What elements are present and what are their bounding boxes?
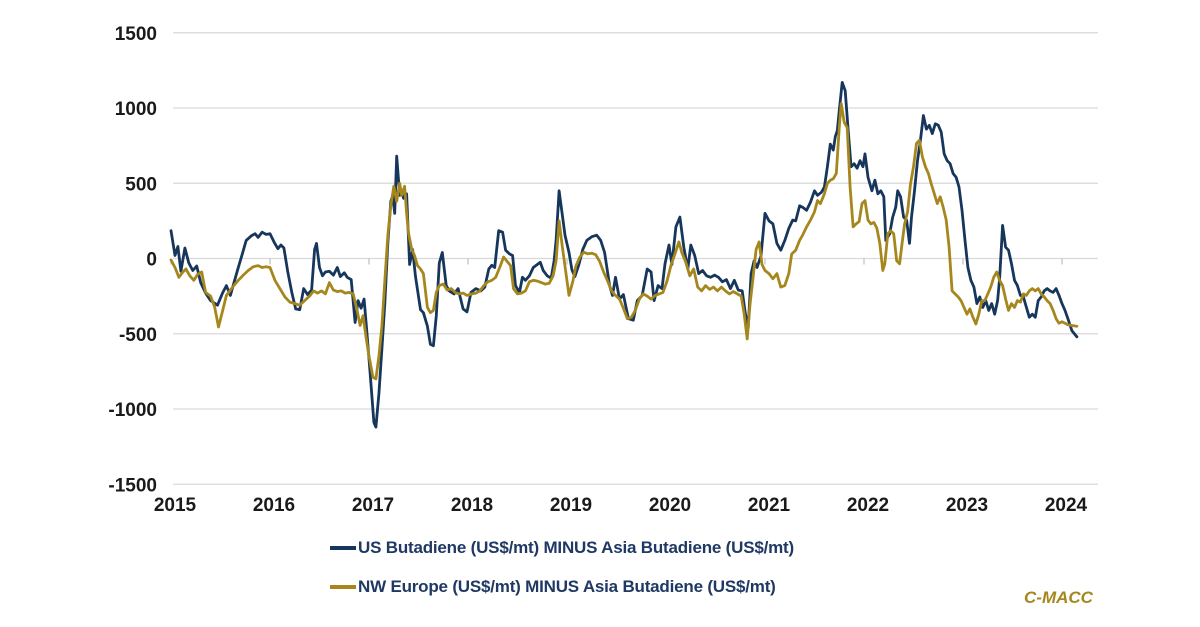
legend-item-us: US Butadiene (US$/mt) MINUS Asia Butadie… (330, 536, 794, 560)
cmacc-logo: C-MACC (1024, 588, 1093, 607)
x-tick-label: 2021 (748, 495, 791, 516)
x-tick-label: 2018 (451, 495, 493, 516)
data-series (169, 81, 1079, 429)
y-tick-label: 1500 (115, 24, 157, 45)
series-line-0 (169, 81, 1079, 429)
y-tick-label: -1500 (108, 475, 157, 496)
x-tick-label: 2022 (847, 495, 889, 516)
axis-ticks (170, 258, 1063, 265)
y-tick-label: 500 (125, 174, 157, 195)
x-tick-label: 2024 (1045, 495, 1088, 516)
x-axis-labels: 2015 2016 2017 2018 2019 2020 2021 2022 2023 2024 (154, 495, 1088, 516)
y-tick-label: -500 (119, 325, 157, 346)
series-line-1 (169, 102, 1079, 381)
legend-line-swatch-gold (330, 585, 356, 589)
legend-label-nweurope: NW Europe (US$/mt) MINUS Asia Butadiene … (358, 577, 776, 596)
legend-line-swatch-navy (330, 546, 356, 550)
legend-item-nweurope: NW Europe (US$/mt) MINUS Asia Butadiene … (330, 575, 794, 599)
y-axis-labels: -1500 -1000 -500 0 500 1000 1500 (108, 24, 157, 497)
legend-label-us: US Butadiene (US$/mt) MINUS Asia Butadie… (358, 538, 794, 557)
x-tick-label: 2015 (154, 495, 197, 516)
y-tick-label: -1000 (108, 400, 157, 421)
x-tick-label: 2019 (550, 495, 592, 516)
chart-legend: US Butadiene (US$/mt) MINUS Asia Butadie… (330, 536, 794, 599)
gridlines (173, 32, 1098, 485)
x-tick-label: 2023 (946, 495, 988, 516)
x-tick-label: 2016 (253, 495, 295, 516)
y-tick-label: 0 (146, 250, 157, 271)
y-tick-label: 1000 (115, 99, 157, 120)
x-tick-label: 2017 (352, 495, 394, 516)
x-tick-label: 2020 (649, 495, 691, 516)
